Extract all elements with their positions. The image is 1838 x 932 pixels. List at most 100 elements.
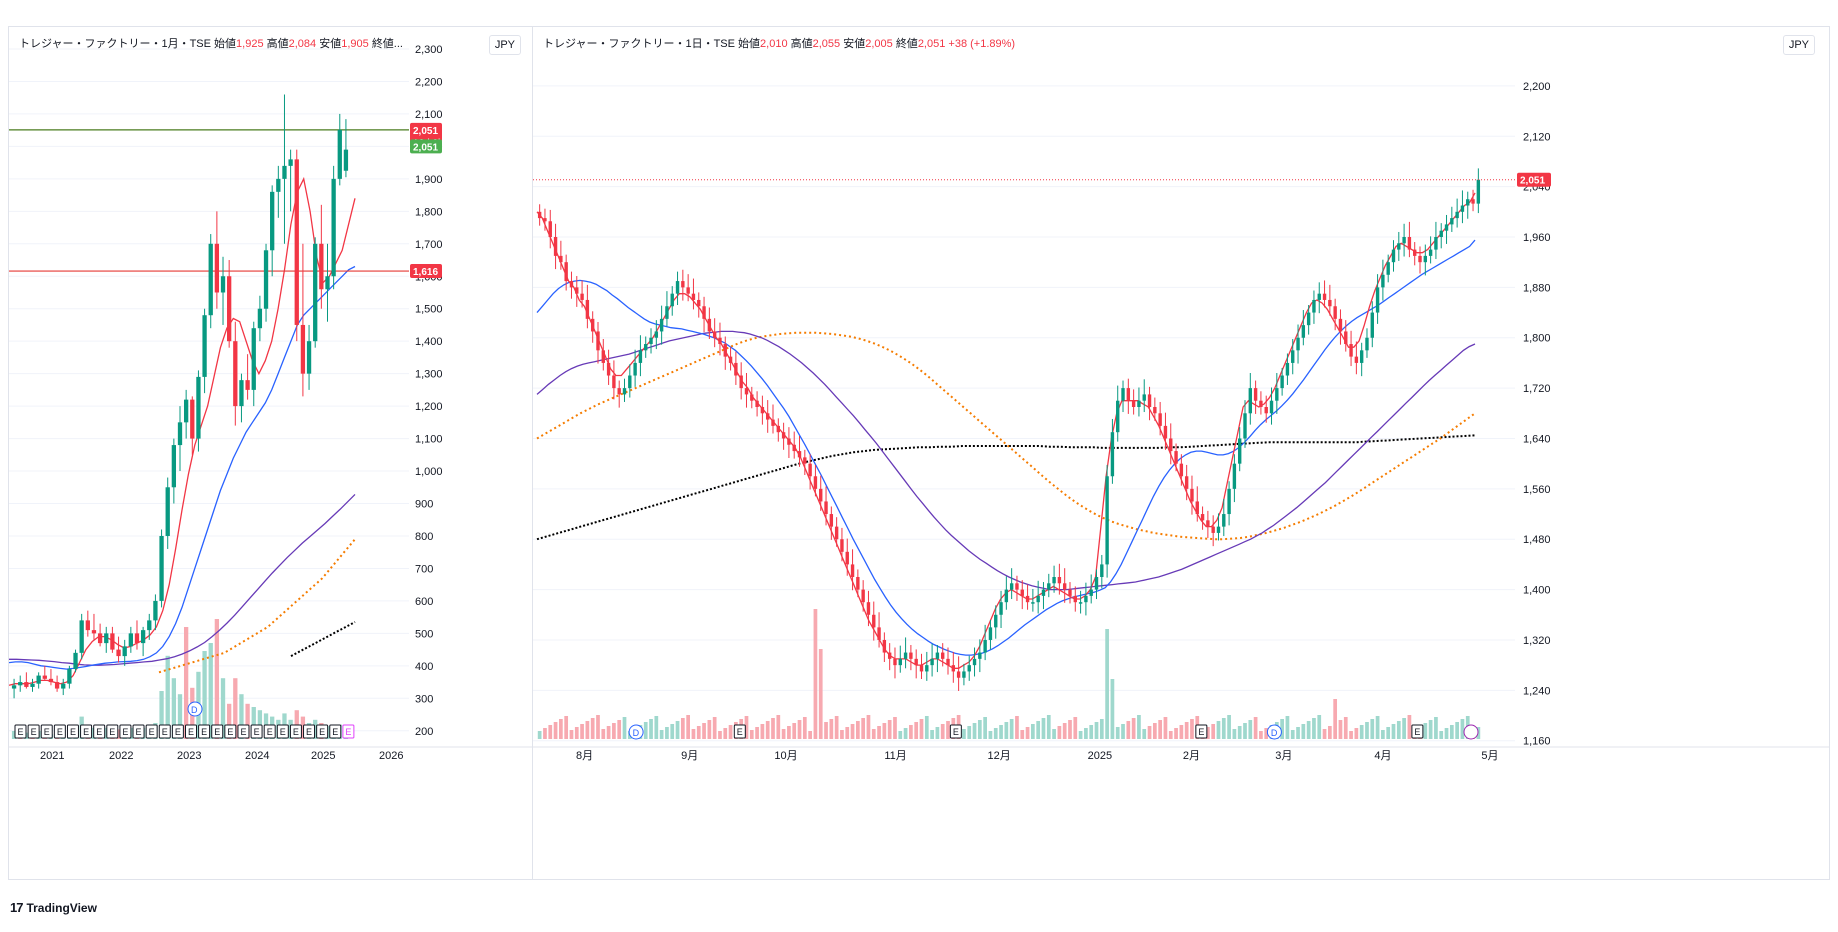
volume-bar [845, 727, 850, 739]
volume-bar [1434, 717, 1438, 739]
price-tag-label: 1,616 [413, 267, 438, 278]
y-tick-label: 1,100 [415, 434, 443, 446]
candle-body [813, 476, 818, 489]
candle-body [697, 299, 701, 307]
candle-body [548, 221, 552, 237]
x-tick-label: 2月 [1183, 750, 1200, 762]
candle-body [893, 658, 897, 666]
y-tick-label: 1,300 [415, 369, 443, 381]
earnings-marker-label: E [83, 727, 89, 737]
candle-body [771, 419, 775, 426]
candle-body [702, 306, 706, 319]
monthly-chart-panel[interactable]: トレジャー・ファクトリー・1月・TSE 始値1,925 高値2,084 安値1,… [8, 26, 536, 880]
candle-body [79, 620, 84, 653]
volume-bar [1068, 720, 1072, 739]
candle-body [1253, 388, 1258, 401]
earnings-marker [250, 724, 263, 739]
earnings-marker [198, 724, 211, 739]
currency-button-monthly[interactable]: JPY [488, 35, 521, 55]
y-tick-label: 800 [415, 531, 433, 543]
candle-body [882, 639, 887, 653]
earnings-marker [185, 724, 197, 739]
low-value: 1,905 [341, 38, 369, 50]
candle-body [1163, 425, 1168, 439]
candle-body [1418, 255, 1422, 263]
volume-bar [935, 727, 940, 739]
volume-bar [1126, 721, 1131, 739]
candle-body [1359, 350, 1364, 363]
candle-body [1259, 400, 1263, 407]
candle-body [1052, 577, 1056, 584]
earnings-marker-label: E [254, 727, 260, 737]
candle-body [887, 652, 892, 659]
price-tag-label: 2,051 [413, 142, 438, 153]
volume-bar [1221, 718, 1226, 739]
dividend-marker [628, 724, 644, 740]
x-tick-label: 2026 [379, 750, 403, 762]
candle-body [829, 514, 834, 527]
candle-body [575, 287, 579, 294]
candle-body [134, 633, 140, 644]
y-tick-label: 700 [415, 563, 433, 575]
candle-body [85, 620, 90, 631]
daily-chart-panel[interactable]: トレジャー・ファクトリー・1日・TSE 始値2,010 高値2,055 安値2,… [532, 26, 1830, 880]
candle-body [744, 388, 749, 395]
candle-body [1142, 394, 1146, 401]
candle-body [707, 318, 712, 332]
volume-bar [1237, 726, 1242, 739]
earnings-marker-label: E [44, 727, 50, 737]
volume-bar [802, 717, 807, 739]
volume-bar [1004, 722, 1009, 739]
volume-bar [1317, 715, 1322, 739]
candle-body [276, 178, 281, 192]
y-tick-label: 1,720 [1523, 383, 1551, 395]
earnings-marker [342, 724, 355, 739]
candle-body [325, 276, 330, 290]
volume-bar [208, 643, 213, 739]
earnings-marker-label: E [109, 727, 115, 737]
candle-body [670, 293, 674, 307]
earnings-marker [276, 724, 289, 739]
y-tick-label: 1,500 [415, 304, 443, 316]
candle-body [1137, 400, 1141, 407]
earnings-marker [132, 724, 145, 739]
candle-body [208, 243, 213, 316]
candle-body [1084, 595, 1088, 603]
volume-bar [1428, 720, 1433, 739]
candle-body [147, 620, 152, 631]
candle-body [612, 375, 616, 389]
volume-bar [776, 715, 781, 739]
volume-bar [1031, 724, 1035, 739]
tradingview-brand[interactable]: 17 TradingView [10, 900, 97, 915]
volume-bar [1084, 728, 1088, 739]
volume-bar [601, 729, 606, 739]
candle-body [930, 658, 934, 666]
candle-body [877, 627, 881, 640]
candle-body [1190, 488, 1194, 502]
candle-body [1009, 583, 1014, 590]
currency-button-daily[interactable]: JPY [1782, 35, 1815, 55]
y-tick-label: 200 [415, 726, 433, 738]
volume-bar [967, 726, 972, 739]
candle-body [1068, 589, 1072, 596]
last-price-label: 2,051 [1520, 176, 1545, 187]
candle-body [337, 129, 342, 179]
candle-body [1015, 583, 1019, 590]
volume-bar [183, 627, 189, 739]
candle-body [1100, 564, 1104, 577]
volume-bar [903, 728, 908, 739]
volume-bar [1174, 728, 1178, 739]
dividend-marker-label: D [191, 705, 198, 715]
earnings-marker [145, 724, 158, 739]
ma-orange-dotted-line [536, 331, 1476, 541]
candle-body [30, 683, 35, 687]
candle-body [585, 299, 590, 319]
change-value: +38 (+1.89%) [948, 38, 1016, 50]
candle-body [171, 445, 177, 488]
candle-body [1041, 589, 1046, 596]
candle-body [723, 344, 727, 357]
candle-body [1450, 218, 1454, 225]
volume-bar [1259, 731, 1263, 739]
candle-body [1375, 287, 1380, 313]
volume-bar [1381, 730, 1385, 739]
